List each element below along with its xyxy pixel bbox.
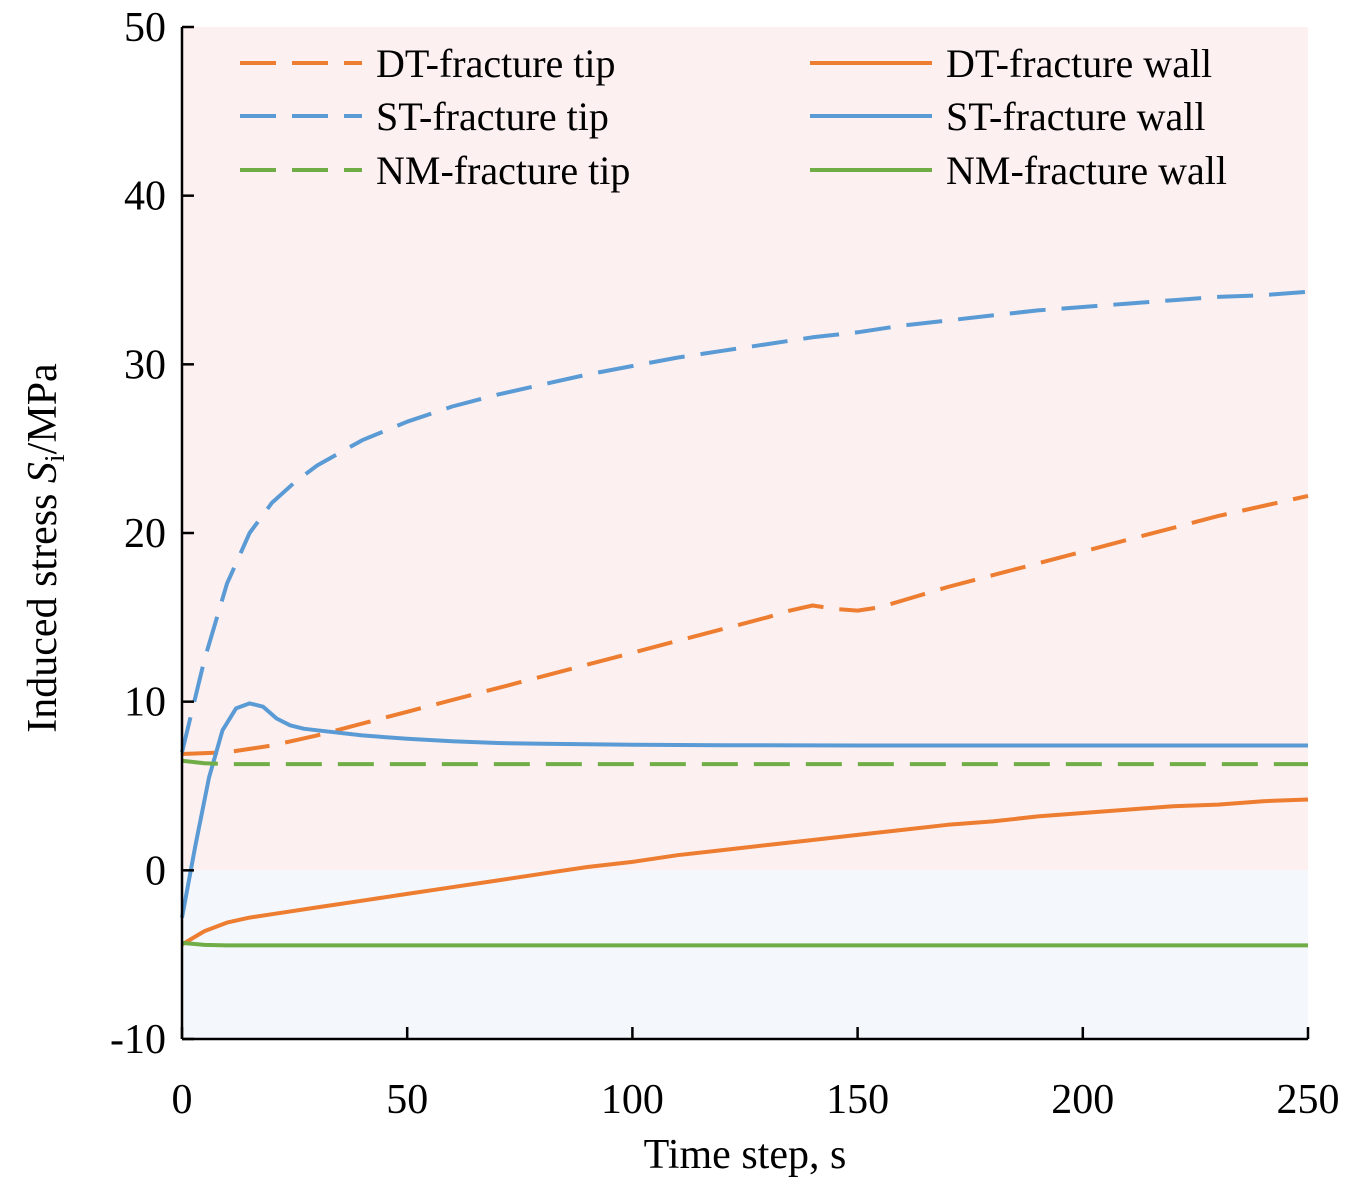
x-axis-title: Time step, s — [644, 1132, 847, 1178]
x-tick-label: 50 — [386, 1077, 428, 1123]
y-axis-title-symbol: S — [20, 462, 66, 483]
shaded-regions — [182, 27, 1308, 1039]
tension-region — [182, 27, 1308, 871]
series-line-st-fracture-tip — [180, 289, 1309, 753]
y-tick-label: 50 — [124, 5, 166, 51]
legend-label-nm-fracture-wall: NM-fracture wall — [946, 148, 1227, 193]
x-tick-label: 150 — [826, 1077, 889, 1123]
legend-label-st-fracture-tip: ST-fracture tip — [376, 94, 609, 139]
x-tick-label: 200 — [1051, 1077, 1114, 1123]
y-axis-title: Induced stress Si/MPa — [20, 363, 71, 733]
x-tick-label: 100 — [601, 1077, 664, 1123]
legend-label-nm-fracture-tip: NM-fracture tip — [376, 148, 630, 193]
y-axis-title-prefix: Induced stress — [20, 483, 66, 733]
y-tick-label: 40 — [124, 174, 166, 220]
compression-region — [182, 870, 1308, 1039]
x-tick-label: 250 — [1277, 1077, 1340, 1123]
y-tick-label: 0 — [145, 848, 166, 894]
y-tick-label: 20 — [124, 511, 166, 557]
series-layer — [180, 289, 1309, 948]
series-line-nm-fracture-tip — [181, 758, 1308, 767]
legend-label-dt-fracture-tip: DT-fracture tip — [376, 41, 616, 86]
legend-label-st-fracture-wall: ST-fracture wall — [946, 94, 1206, 139]
legend: DT-fracture tip DT-fracture wall ST-fractu… — [240, 41, 1227, 193]
y-tick-label: 30 — [124, 342, 166, 388]
y-axis-title-suffix: /MPa — [20, 363, 66, 454]
series-line-dt-fracture-tip — [181, 493, 1309, 756]
y-tick-label: -10 — [110, 1017, 166, 1063]
x-tick-label: 0 — [172, 1077, 193, 1123]
series-line-dt-fracture-wall — [180, 797, 1309, 947]
y-axis-title-subscript: i — [40, 454, 71, 462]
y-tick-label: 10 — [124, 680, 166, 726]
series-line-nm-fracture-wall — [181, 940, 1308, 948]
series-line-st-fracture-wall — [180, 701, 1308, 918]
legend-label-dt-fracture-wall: DT-fracture wall — [946, 41, 1212, 86]
